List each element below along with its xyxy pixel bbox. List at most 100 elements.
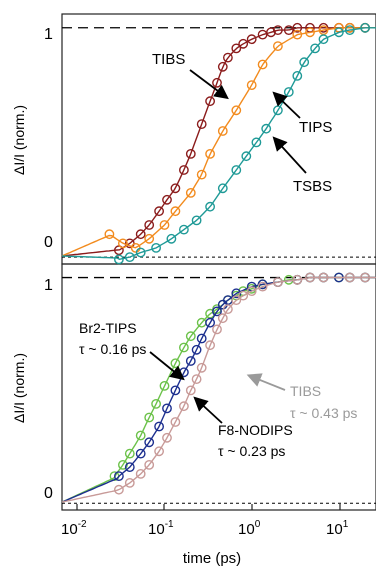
xtick-label-0: 10-2	[61, 519, 87, 538]
annotation-tibs-bottom-name: TIBS	[290, 383, 321, 399]
data-point-tibs	[238, 290, 249, 301]
data-point-tibs	[238, 38, 249, 49]
data-point-tips	[217, 126, 228, 136]
annotation-tibs: TIBS	[152, 51, 185, 68]
bottom-ytick-0: 0	[44, 485, 53, 502]
data-point-f8-nodips	[162, 403, 172, 414]
data-point-tibs	[266, 27, 276, 38]
data-point-tibs	[196, 362, 207, 373]
data-point-tibs	[217, 61, 228, 72]
data-point-tibs	[178, 401, 189, 412]
arrow-tips	[272, 91, 301, 119]
data-point-f8-nodips	[135, 448, 146, 459]
data-point-tibs	[272, 277, 283, 287]
data-point-tsbs	[333, 27, 344, 38]
data-point-tibs	[305, 272, 315, 283]
data-point-tibs	[205, 340, 216, 351]
data-point-tips	[159, 220, 170, 230]
data-point-tsbs	[135, 247, 146, 258]
data-point-tips	[104, 229, 115, 240]
top-panel-data	[61, 22, 376, 265]
x-axis-ticks	[76, 504, 341, 510]
data-point-f8-nodips	[124, 462, 135, 472]
data-point-tips	[205, 148, 216, 159]
data-point-tips	[257, 59, 268, 70]
data-point-tibs	[212, 324, 222, 335]
annotation-br2-tips-name: Br2-TIPS	[79, 320, 137, 336]
data-point-tsbs	[124, 252, 135, 263]
data-point-tibs	[170, 417, 181, 427]
fit-line-tips	[61, 27, 376, 257]
fit-line-tibs	[61, 276, 376, 503]
data-point-tips	[185, 187, 196, 198]
data-point-br2-tips	[135, 430, 146, 441]
data-point-br2-tips	[159, 380, 170, 391]
data-point-tibs	[144, 459, 155, 470]
data-point-tibs	[292, 22, 303, 33]
fit-line-br2-tips	[61, 276, 376, 503]
data-point-tibs	[154, 446, 165, 457]
data-point-tsbs	[178, 224, 189, 235]
annotation-tsbs: TSBS	[293, 178, 332, 195]
annotation-tips: TIPS	[299, 119, 332, 136]
data-point-tsbs	[299, 57, 310, 68]
data-point-tibs	[318, 272, 329, 283]
data-point-tips	[305, 27, 315, 38]
data-point-tsbs	[151, 242, 162, 253]
data-point-tibs	[246, 286, 257, 296]
data-point-tsbs	[231, 165, 242, 175]
top-ylabel: ΔI/I (norm.)	[11, 105, 27, 175]
data-point-tibs	[272, 25, 283, 36]
data-point-br2-tips	[185, 331, 196, 342]
data-point-f8-nodips	[205, 317, 216, 328]
data-point-tibs	[170, 183, 181, 194]
bottom-ytick-1: 1	[44, 277, 53, 294]
bottom-reference-lines	[62, 276, 376, 504]
data-point-tibs	[196, 119, 207, 130]
data-point-f8-nodips	[170, 385, 181, 396]
data-point-tsbs	[318, 34, 329, 45]
data-point-tibs	[222, 304, 233, 314]
data-point-tibs	[191, 374, 202, 384]
data-point-tsbs	[261, 123, 272, 134]
annotation-br2-tips-tau: τ ~ 0.16 ps	[79, 341, 146, 357]
top-ytick-1: 1	[44, 26, 53, 43]
data-point-tsbs	[241, 151, 252, 162]
bottom-panel-data	[61, 272, 376, 503]
data-point-tibs	[231, 43, 242, 54]
data-point-f8-nodips	[114, 471, 124, 481]
data-point-tsbs	[344, 25, 355, 36]
data-point-tibs	[292, 274, 303, 285]
x-axis-title: time (ps)	[183, 550, 241, 567]
fit-line-tibs	[61, 27, 376, 257]
data-point-tibs	[205, 96, 216, 107]
data-point-tsbs	[166, 233, 177, 244]
xtick-label-1: 10-1	[148, 519, 174, 538]
bottom-panel-frame	[61, 263, 376, 511]
data-point-tibs	[344, 272, 355, 283]
data-point-br2-tips	[124, 448, 135, 459]
arrow-br2-tips	[149, 351, 185, 381]
data-point-tibs	[185, 385, 196, 396]
arrow-tibs-bottom	[246, 373, 286, 391]
data-point-tibs	[124, 477, 135, 488]
data-point-tips	[196, 169, 207, 180]
data-point-tips	[170, 206, 181, 217]
data-point-tips	[292, 29, 303, 40]
data-point-tsbs	[217, 183, 228, 194]
data-point-tibs	[246, 34, 257, 45]
data-point-tibs	[222, 52, 233, 63]
data-point-br2-tips	[151, 398, 162, 409]
data-point-tibs	[231, 295, 242, 305]
data-point-br2-tips	[178, 342, 189, 353]
data-point-f8-nodips	[154, 421, 165, 432]
xtick-label-2: 100	[238, 519, 261, 538]
annotation-tibs-bottom-tau: τ ~ 0.43 ps	[290, 405, 357, 421]
data-point-tibs	[144, 220, 155, 230]
data-point-tibs	[114, 484, 124, 495]
arrow-f8-nodips	[193, 396, 223, 424]
arrow-tsbs	[272, 136, 307, 174]
data-point-tibs	[154, 206, 165, 217]
data-point-tsbs	[360, 22, 370, 33]
